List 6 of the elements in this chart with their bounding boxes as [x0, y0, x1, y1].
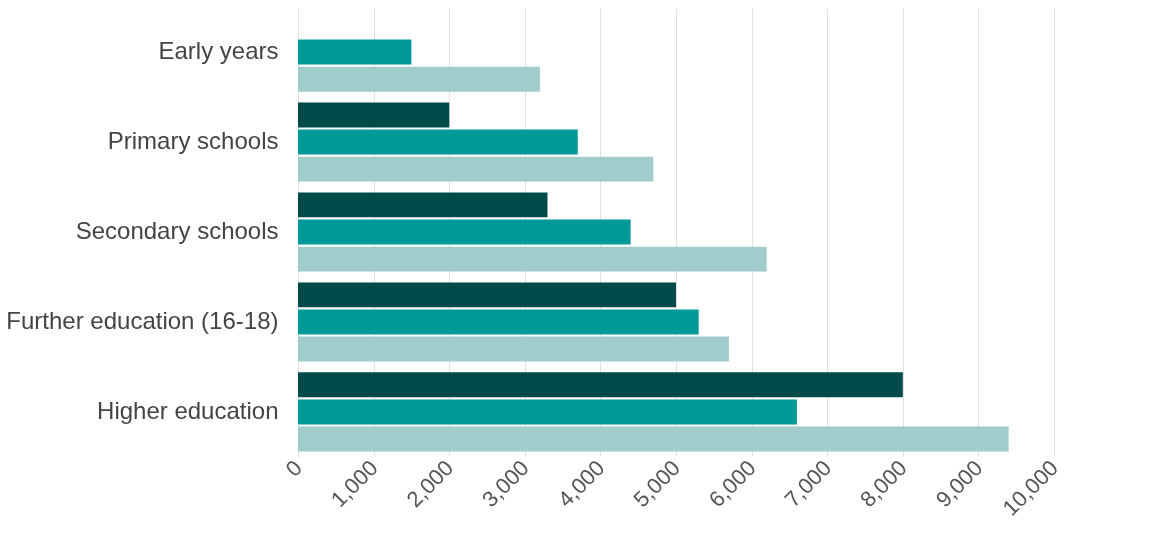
y-tick-label: Early years	[158, 37, 279, 65]
x-tick-label: 0	[280, 455, 307, 482]
y-tick-label: Primary schools	[107, 127, 279, 155]
y-tick-label: Further education (16-18)	[6, 306, 279, 334]
y-tick-label: Secondary schools	[75, 217, 279, 244]
y-tick-label: Higher education	[97, 396, 279, 424]
